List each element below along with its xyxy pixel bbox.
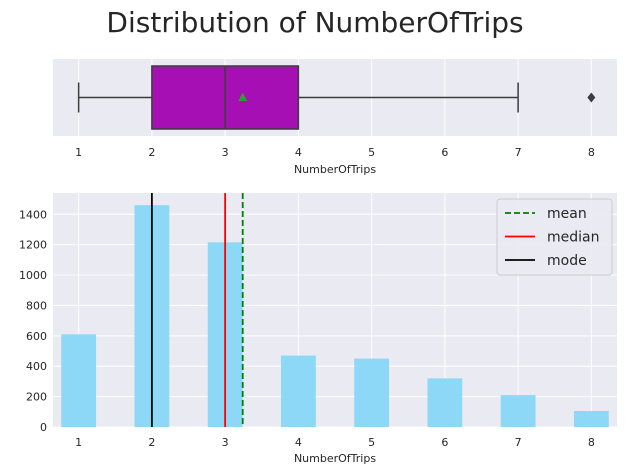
histogram-bar — [280, 355, 316, 427]
histogram-x-tick-label: 6 — [441, 436, 448, 449]
boxplot-x-tick-label: 7 — [515, 146, 522, 159]
histogram-y-tick-label: 400 — [26, 360, 47, 373]
boxplot-x-tick-label: 5 — [368, 146, 375, 159]
legend-label-mode: mode — [547, 253, 587, 269]
histogram-y-tick-label: 1200 — [19, 239, 47, 252]
chart-title: Distribution of NumberOfTrips — [106, 6, 523, 39]
histogram-y-tick-label: 1000 — [19, 269, 47, 282]
boxplot-x-tick-label: 3 — [222, 146, 229, 159]
reference-lines — [150, 193, 244, 427]
histogram-y-ticks: 0 200 400 600 800 1000 1200 1400 — [19, 208, 47, 434]
histogram-y-tick-label: 0 — [40, 421, 47, 434]
histogram-x-tick-label: 8 — [588, 436, 595, 449]
boxplot-x-axis-label: NumberOfTrips — [294, 163, 376, 176]
boxplot-axes: 1 2 3 4 5 6 7 8 NumberOfTrips — [53, 59, 617, 176]
histogram-y-tick-label: 200 — [26, 391, 47, 404]
histogram-y-tick-label: 600 — [26, 330, 47, 343]
legend-label-mean: mean — [547, 206, 587, 222]
histogram-bar — [500, 395, 536, 427]
histogram-y-tick-label: 800 — [26, 299, 47, 312]
histogram-x-tick-label: 2 — [148, 436, 155, 449]
histogram-bar — [354, 358, 390, 427]
legend-frame — [496, 198, 613, 276]
histogram-axes: 1 2 3 4 5 6 7 8 0 200 400 600 800 1000 1200 1400 Numbe… — [19, 193, 617, 465]
histogram-bar — [61, 334, 97, 427]
mean-marker — [238, 92, 248, 101]
histogram-bar — [427, 378, 463, 427]
outlier-point — [587, 92, 596, 103]
histogram-x-tick-label: 4 — [295, 436, 302, 449]
boxplot-x-tick-label: 2 — [148, 146, 155, 159]
histogram-y-tick-label: 1400 — [19, 208, 47, 221]
histogram-x-ticks: 1 2 3 4 5 6 7 8 — [75, 436, 595, 449]
boxplot-x-ticks: 1 2 3 4 5 6 7 8 — [75, 146, 595, 159]
boxplot-x-tick-label: 6 — [441, 146, 448, 159]
boxplot — [77, 65, 596, 130]
legend: mean median mode — [496, 198, 613, 276]
histogram-x-axis-label: NumberOfTrips — [294, 452, 376, 465]
histogram-bar — [573, 411, 609, 427]
boxplot-x-tick-label: 4 — [295, 146, 302, 159]
histogram-x-tick-label: 3 — [222, 436, 229, 449]
boxplot-x-tick-label: 8 — [588, 146, 595, 159]
legend-label-median: median — [547, 230, 599, 246]
histogram-x-tick-label: 1 — [75, 436, 82, 449]
boxplot-x-tick-label: 1 — [75, 146, 82, 159]
histogram-x-tick-label: 5 — [368, 436, 375, 449]
histogram-x-tick-label: 7 — [515, 436, 522, 449]
